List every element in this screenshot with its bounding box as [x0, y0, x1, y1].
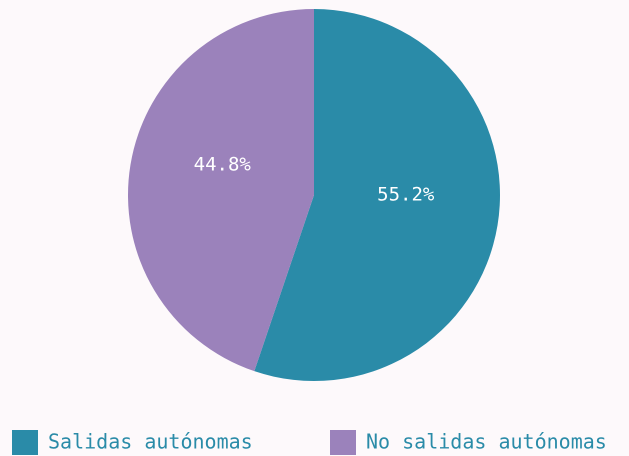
- pie-slice: [127, 9, 314, 372]
- legend-swatch: [330, 430, 356, 455]
- pie-slice: [254, 9, 500, 381]
- slice-label: 44.8%: [194, 153, 252, 175]
- slice-label: 55.2%: [377, 184, 435, 206]
- legend-swatch: [12, 430, 38, 455]
- legend-label: Salidas autónomas: [48, 430, 253, 454]
- legend-label: No salidas autónomas: [366, 430, 607, 454]
